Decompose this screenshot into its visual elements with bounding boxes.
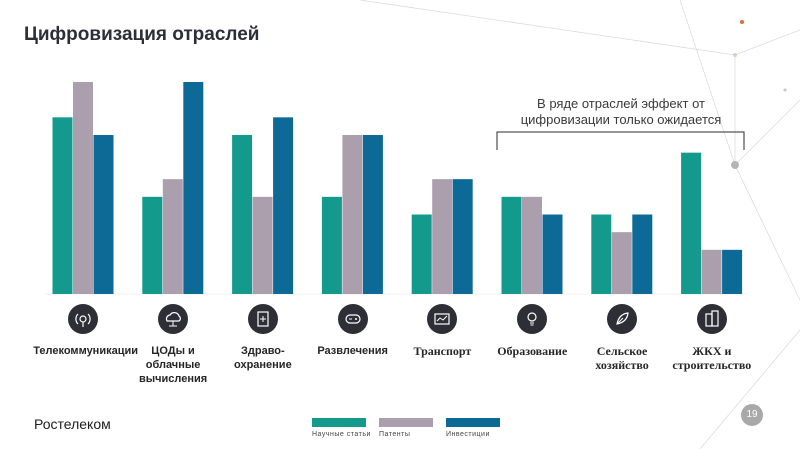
bar-3-series-3 (273, 117, 294, 294)
medical-clipboard-icon (247, 304, 278, 334)
category-label-line: Сельское (596, 344, 648, 358)
bar-2-series-1 (142, 196, 163, 294)
brand-logo-text: Ростелеком (34, 416, 111, 432)
page-title: Цифровизация отраслей (24, 24, 260, 45)
category-label-line: Транспорт (413, 344, 472, 358)
category-label-line: ЦОДы и (151, 345, 195, 357)
category-7: Сельское хозяйство (572, 304, 672, 372)
category-label-line: Телекоммуникации (33, 345, 138, 357)
legend-item-1: Научные статьи (312, 418, 371, 438)
category-label: Телекоммуникации (33, 344, 138, 358)
legend-label: Патенты (379, 431, 411, 438)
callout-note: В ряде отраслей эффект от цифровизации т… (520, 96, 722, 127)
agriculture-leaf-icon (607, 304, 638, 334)
category-label-line: Образование (497, 344, 568, 358)
bar-8-series-1 (681, 152, 702, 294)
category-label-line: охранение (234, 359, 292, 371)
bar-5-series-1 (411, 214, 432, 294)
bar-3-series-1 (232, 135, 253, 294)
bar-5-series-2 (432, 179, 453, 294)
legend-swatch (312, 418, 366, 427)
legend-label: Научные статьи (312, 431, 371, 438)
bar-4-series-1 (321, 196, 342, 294)
bar-1-series-1 (52, 117, 73, 294)
bar-7-series-2 (611, 232, 632, 294)
antenna-icon (68, 304, 99, 334)
bar-5-series-3 (452, 179, 473, 294)
bar-8-series-2 (701, 249, 722, 294)
category-label-line: ЖКХ и (692, 344, 732, 358)
gamepad-icon (337, 304, 368, 334)
category-label-line: строительство (672, 358, 752, 372)
category-label-line: Здраво- (240, 345, 285, 357)
legend-swatch (379, 418, 433, 427)
category-8: ЖКХ и строительство (662, 304, 762, 372)
bar-4-series-3 (362, 135, 383, 294)
category-4: Развлечения (303, 304, 403, 358)
legend-item-3: Инвестиции (446, 418, 500, 438)
category-label: ЖКХ и строительство (662, 344, 762, 372)
category-label-line: хозяйство (595, 358, 649, 372)
category-2: ЦОДы и облачные вычисления (123, 304, 223, 386)
bar-3-series-2 (252, 196, 273, 294)
category-1: Телекоммуникации (33, 304, 138, 358)
bar-4-series-2 (342, 135, 363, 294)
page-number: 19 (741, 404, 763, 426)
buildings-icon (696, 304, 727, 334)
bar-7-series-3 (632, 214, 653, 294)
category-label: Развлечения (303, 344, 403, 358)
category-5: Транспорт (392, 304, 492, 358)
category-label: Образование (482, 344, 582, 358)
cloud-network-icon (158, 304, 189, 334)
legend-label: Инвестиции (446, 431, 490, 438)
category-label: ЦОДы и облачные вычисления (123, 344, 223, 386)
bar-6-series-3 (542, 214, 563, 294)
bar-6-series-1 (501, 196, 522, 294)
category-3: Здраво-охранение (213, 304, 313, 372)
category-label: Сельское хозяйство (572, 344, 672, 372)
bar-1-series-2 (73, 82, 93, 294)
category-label: Транспорт (392, 344, 492, 358)
education-bulb-icon (517, 304, 548, 334)
bar-1-series-3 (93, 135, 114, 294)
legend-item-2: Патенты (379, 418, 433, 438)
category-label-line: Развлечения (317, 345, 388, 357)
bar-2-series-3 (183, 82, 204, 294)
category-label-line: вычисления (138, 373, 208, 385)
bar-8-series-3 (722, 249, 743, 294)
category-label-line: облачные (145, 359, 201, 371)
transport-screen-icon (427, 304, 458, 334)
bar-2-series-2 (162, 179, 183, 294)
category-label: Здраво-охранение (213, 344, 313, 372)
legend-swatch (446, 418, 500, 427)
bar-6-series-2 (522, 196, 542, 294)
callout-bracket (496, 131, 745, 150)
category-6: Образование (482, 304, 582, 358)
bar-7-series-1 (591, 214, 612, 294)
